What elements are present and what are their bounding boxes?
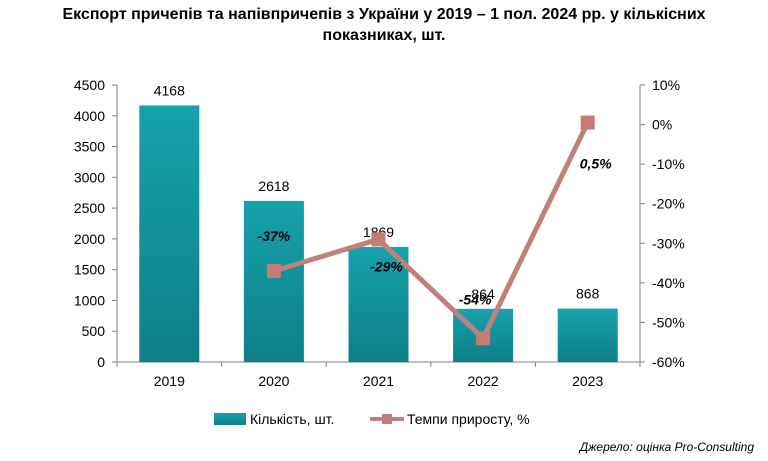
right-axis-tick-label: -40% xyxy=(652,275,685,291)
right-axis-tick-label: -20% xyxy=(652,196,685,212)
chart-title-line-2: показниках, шт. xyxy=(322,27,446,44)
right-axis-tick-label: -60% xyxy=(652,354,685,370)
bar-data-label: 4168 xyxy=(154,82,185,98)
growth-rate-data-label: -29% xyxy=(370,258,403,274)
right-axis-tick-label: 0% xyxy=(652,117,672,133)
source-note: Джерело: оцінка Pro-Consulting xyxy=(579,440,754,454)
bar xyxy=(139,105,200,362)
left-axis-tick-label: 1500 xyxy=(74,262,105,278)
left-axis-tick-label: 4000 xyxy=(74,108,105,124)
x-axis-tick-label: 2023 xyxy=(572,373,603,389)
left-axis-tick-label: 1000 xyxy=(74,292,105,308)
bar-data-label: 1869 xyxy=(363,224,394,240)
bar xyxy=(243,200,304,362)
left-axis-tick-label: 2000 xyxy=(74,231,105,247)
bar-data-label: 868 xyxy=(576,286,600,302)
x-axis-tick-label: 2019 xyxy=(154,373,185,389)
growth-rate-marker xyxy=(580,115,595,130)
growth-rate-data-label: 0,5% xyxy=(580,156,612,172)
growth-rate-marker xyxy=(266,263,281,278)
legend-line-marker xyxy=(382,414,392,424)
chart-title-line-1: Експорт причепів та напівпричепів з Укра… xyxy=(62,6,706,23)
legend-bar-swatch xyxy=(214,413,246,425)
bar-data-label: 864 xyxy=(471,286,495,302)
x-axis-tick-label: 2020 xyxy=(258,373,289,389)
x-axis-tick-label: 2022 xyxy=(468,373,499,389)
right-axis-tick-label: -10% xyxy=(652,156,685,172)
right-axis-tick-label: -50% xyxy=(652,314,685,330)
bar xyxy=(557,308,618,362)
left-axis-tick-label: 3000 xyxy=(74,169,105,185)
left-axis-tick-label: 4500 xyxy=(74,77,105,93)
bar xyxy=(348,246,409,362)
bar-data-label: 2618 xyxy=(258,178,289,194)
right-axis-tick-label: 10% xyxy=(652,77,680,93)
legend-line-label: Темпи приросту, % xyxy=(407,411,530,427)
growth-rate-data-label: -37% xyxy=(258,228,291,244)
right-axis-tick-label: -30% xyxy=(652,235,685,251)
left-axis-tick-label: 500 xyxy=(82,323,106,339)
growth-rate-data-label: -54% xyxy=(459,291,492,307)
legend-bar-label: Кількість, шт. xyxy=(250,411,334,427)
left-axis-tick-label: 3500 xyxy=(74,139,105,155)
left-axis-tick-label: 0 xyxy=(97,354,105,370)
left-axis-tick-label: 2500 xyxy=(74,200,105,216)
growth-rate-marker xyxy=(476,331,491,346)
x-axis-tick-label: 2021 xyxy=(363,373,394,389)
growth-rate-marker xyxy=(371,232,386,247)
chart-title: Експорт причепів та напівпричепів з Укра… xyxy=(0,4,768,46)
growth-rate-line xyxy=(273,121,590,341)
